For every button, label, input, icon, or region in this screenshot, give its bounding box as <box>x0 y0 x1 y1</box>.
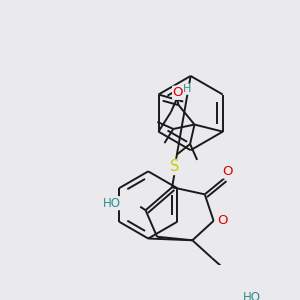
Text: O: O <box>217 214 228 227</box>
Text: O: O <box>223 165 233 178</box>
Text: H: H <box>183 84 192 94</box>
Text: HO: HO <box>243 291 261 300</box>
Text: S: S <box>170 160 179 175</box>
Text: HO: HO <box>103 197 121 210</box>
Text: O: O <box>173 86 183 99</box>
